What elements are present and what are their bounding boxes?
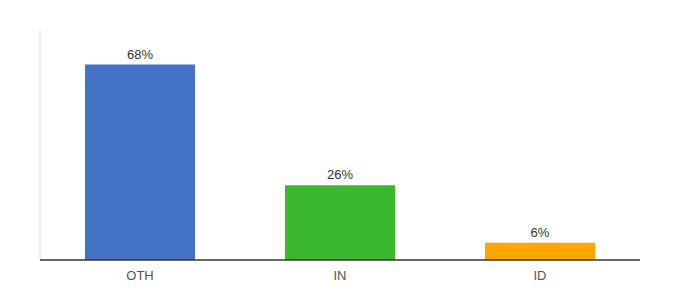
data-label: 6% (531, 225, 550, 240)
chart-svg: OTH IN ID 68% 26% 6% (0, 0, 680, 300)
bar (285, 185, 395, 260)
data-label: 68% (127, 47, 153, 62)
chart-container: OTH IN ID 68% 26% 6% (0, 0, 680, 300)
bars (85, 65, 595, 261)
x-tick-label: ID (534, 268, 547, 283)
x-axis-line (40, 259, 640, 261)
bar (485, 243, 595, 260)
bar (85, 65, 195, 261)
y-axis-line (40, 30, 41, 260)
x-tick-label: IN (334, 268, 347, 283)
data-label: 26% (327, 167, 353, 182)
x-tick-label: OTH (126, 268, 153, 283)
